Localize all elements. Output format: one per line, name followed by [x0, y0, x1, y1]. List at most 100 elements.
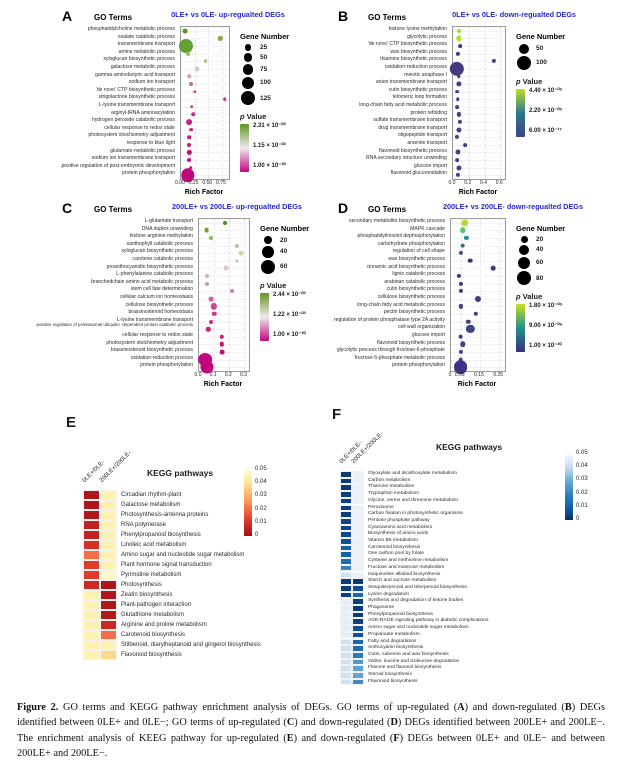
- bubble-data-point: [458, 251, 463, 256]
- bubble-data-point: [179, 39, 194, 53]
- panel-c-go-bubble-chart: C GO Terms 200LE+ vs 200LE- up-regualted…: [28, 198, 318, 390]
- pathway-row-label: Sesquiterpenoid and triterpenoid biosynt…: [368, 584, 467, 590]
- gene-count-label: 50: [536, 45, 544, 53]
- go-term-label: glycolytic process: [407, 33, 447, 40]
- gene-number-legend-item: 50: [240, 53, 318, 62]
- panel-title: 200LE+ vs 200LE- down-regualted DEGs: [442, 202, 584, 211]
- p-value-tick-label: 9.00 × 10⁻⁰⁶: [529, 323, 563, 329]
- gene-count-label: 40: [536, 246, 544, 254]
- gridline-horizontal: [453, 91, 505, 93]
- heatmap-cell: [83, 650, 100, 660]
- gridline-horizontal: [453, 152, 505, 154]
- gridline-horizontal: [451, 253, 505, 255]
- heatmap-cell: [352, 584, 364, 592]
- bubble-data-point: [456, 165, 462, 171]
- gene-number-legend: 20 40 60 80: [516, 236, 618, 285]
- heatmap-cell: [83, 620, 100, 630]
- pathway-row-label: Steroid biosynthesis: [368, 672, 412, 677]
- pathway-row-label: Photosynthesis-antenna proteins: [121, 512, 209, 518]
- legend-circle-box: [260, 236, 276, 245]
- go-term-label: L-lysine transmembrane transport: [116, 316, 193, 323]
- bubble-data-point: [186, 51, 191, 56]
- bubble-data-point: [218, 36, 223, 41]
- gridline-horizontal: [181, 68, 229, 70]
- kegg-pathways-title: KEGG pathways: [436, 442, 503, 452]
- gridline-horizontal: [181, 122, 229, 123]
- heatmap-cell: [352, 524, 364, 532]
- x-axis-tick-label: 0.2: [224, 372, 232, 378]
- x-axis-tick-label: 0.3: [239, 372, 247, 378]
- color-scale-tick-label: 0: [255, 532, 259, 538]
- gridline-horizontal: [181, 53, 229, 55]
- go-term-label: positive regulation of post-embryonic de…: [61, 162, 175, 169]
- heatmap-cell: [100, 570, 117, 580]
- heatmap-cell: [352, 618, 364, 626]
- heatmap-cell: [352, 658, 364, 666]
- bubble-data-point: [204, 228, 209, 233]
- pathway-row-label: Peroxisome: [368, 504, 394, 510]
- gridline-horizontal: [451, 352, 505, 353]
- go-term-label: cell wall organization: [397, 324, 445, 331]
- gridline-horizontal: [451, 222, 505, 224]
- pathway-row-label: Stilbenoid, diarylheptanoid and gingerol…: [121, 642, 261, 648]
- gene-number-legend-item: 100: [516, 55, 618, 70]
- bubble-data-point: [203, 59, 208, 64]
- gene-number-legend-title: Gene Number: [516, 32, 566, 41]
- x-axis-tick-label: 0.2: [464, 180, 472, 186]
- bubble-data-point: [449, 61, 465, 76]
- x-axis-tick-label: 0.05: [454, 372, 465, 378]
- heatmap-cell: [340, 551, 352, 559]
- x-axis-title: Rich Factor: [203, 381, 243, 388]
- panel-title: 0LE+ vs 0LE- up-regualted DEGs: [171, 10, 285, 19]
- plot-box: [198, 218, 250, 374]
- bubble-data-point: [462, 142, 467, 147]
- gene-number-legend-item: 40: [516, 245, 618, 255]
- heatmap-cell: [352, 625, 364, 632]
- bubble-data-point: [187, 74, 191, 79]
- gridline-horizontal: [181, 99, 229, 101]
- p-value-legend-title: p Value: [260, 280, 287, 290]
- bubble-data-point: [455, 127, 462, 133]
- heatmap-cell: [340, 611, 352, 619]
- bubble-data-point: [457, 119, 463, 125]
- gene-count-label: 40: [280, 248, 288, 256]
- panel-letter: C: [62, 200, 73, 216]
- heatmap-cell: [100, 650, 117, 660]
- go-term-label: xyloglucan biosynthetic process: [121, 248, 193, 255]
- pathway-row-label: Carotenoid biosynthesis: [121, 632, 186, 638]
- go-term-label: protein phosphorylation: [122, 170, 175, 177]
- go-term-label: regulation of cell shape: [392, 248, 445, 255]
- bubble-data-point: [186, 119, 193, 125]
- bubble-data-point: [208, 296, 214, 302]
- go-term-label: long-chain fatty acid metabolic process: [357, 301, 445, 308]
- gridline-horizontal: [451, 306, 505, 308]
- pathway-row-label: Flavonoid biosynthesis: [368, 678, 418, 684]
- gridline-horizontal: [451, 283, 505, 285]
- gridline-horizontal: [451, 260, 505, 262]
- pathway-row-label: One carbon pool by folate: [368, 551, 425, 557]
- pathway-row-label: Fatty acid degradation: [368, 638, 417, 644]
- go-term-label: sodium ion transmembrane transport: [91, 155, 175, 162]
- heatmap-cell: [340, 625, 352, 632]
- p-value-tick-label: 1.22 × 10⁻⁰³: [273, 311, 306, 318]
- gridline-horizontal: [451, 314, 505, 315]
- gridline-horizontal: [199, 276, 249, 277]
- gridline-horizontal: [199, 314, 249, 315]
- heatmap-cell: [352, 638, 364, 646]
- caption-bold-text: C: [286, 717, 295, 729]
- bubble-data-point: [191, 112, 195, 117]
- x-axis-tick-label: 0.0: [448, 180, 456, 186]
- bubble-data-point: [467, 258, 473, 264]
- legend-circle-box: [516, 271, 532, 285]
- color-scale-bar: [565, 454, 573, 520]
- heatmap-cell: [83, 580, 100, 590]
- bubble-data-point: [222, 97, 227, 101]
- go-term-label: sulfate transmembrane transport: [373, 117, 447, 124]
- p-value-legend: 2.31 × 10⁻⁰³ 1.15 × 10⁻⁰³ 1.00 × 10⁻³⁰: [240, 123, 318, 174]
- gridline-horizontal: [453, 175, 505, 177]
- bubble-data-point: [458, 281, 463, 286]
- x-axis-tick-label: 0.15: [474, 372, 484, 378]
- bubble-data-point: [239, 250, 244, 256]
- heatmap-cell: [83, 490, 100, 500]
- caption-bold-text: B: [564, 702, 572, 713]
